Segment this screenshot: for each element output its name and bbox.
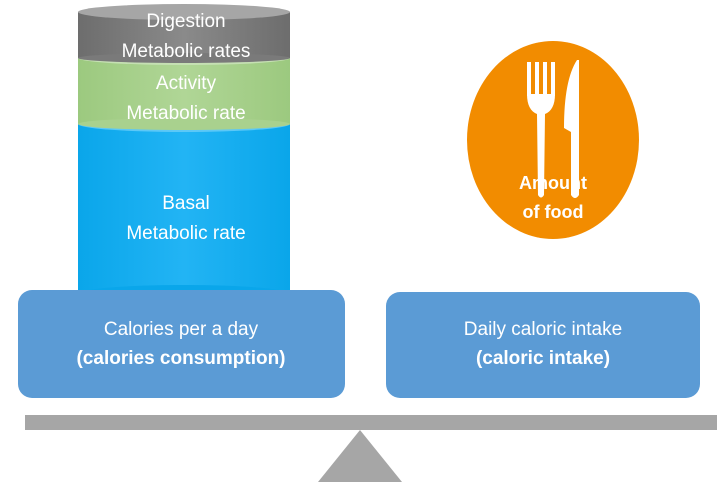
segment-label: Metabolic rate [126, 223, 245, 244]
box-label: Calories per a day [104, 319, 259, 340]
page: {"cylinder": {"segments": [ {"lines": ["… [0, 0, 719, 482]
box-label: (calories consumption) [76, 348, 285, 369]
plate-label: of food [523, 202, 584, 222]
box-label: (caloric intake) [476, 348, 610, 369]
segment-label: Metabolic rate [126, 103, 245, 124]
segment-label: Digestion [146, 11, 225, 32]
balance-diagram: Digestion Metabolic rates Activity Metab… [0, 0, 719, 482]
segment-label: Activity [156, 73, 217, 94]
fulcrum [318, 430, 402, 482]
segment-label: Basal [162, 193, 210, 214]
consumption-box [18, 290, 345, 398]
box-label: Daily caloric intake [464, 319, 622, 340]
segment-label: Metabolic rates [122, 41, 251, 62]
intake-box [386, 292, 700, 398]
beam [25, 415, 717, 430]
